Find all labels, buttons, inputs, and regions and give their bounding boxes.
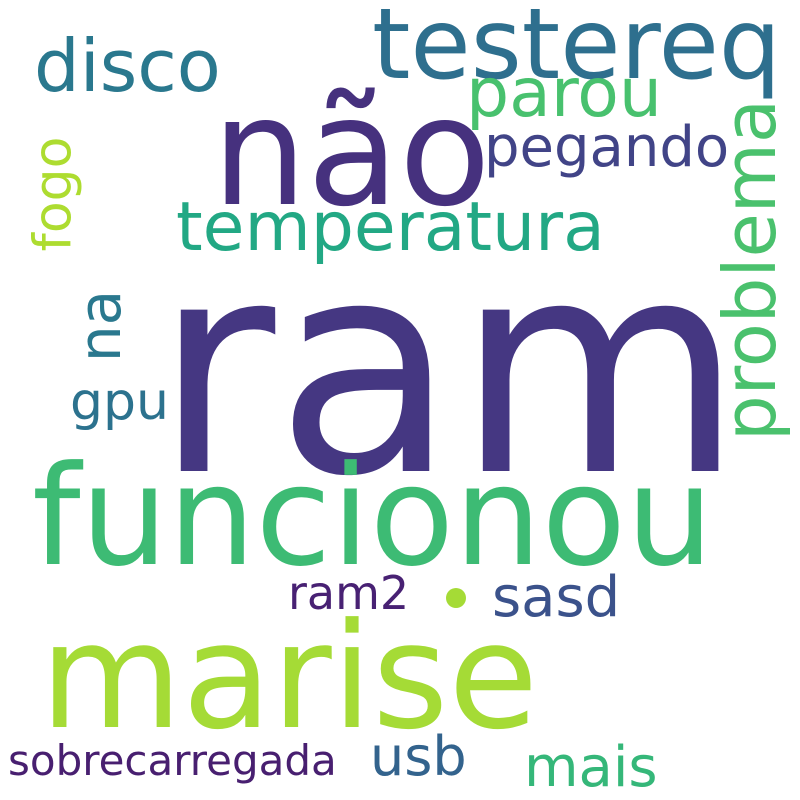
word-na: na xyxy=(66,289,135,363)
dot xyxy=(446,588,466,608)
word-temperatura: temperatura xyxy=(176,188,605,267)
word-nao: não xyxy=(212,66,491,240)
word-sasd: sasd xyxy=(492,565,621,630)
word-funcionou: funcionou xyxy=(32,436,714,597)
word-parou: parou xyxy=(466,54,662,133)
word-usb: usb xyxy=(370,725,467,788)
word-testereq: testereq xyxy=(372,0,782,102)
word-ram2: ram2 xyxy=(288,566,410,620)
word-ram: ram xyxy=(154,197,744,541)
word-pegando: pegando xyxy=(484,115,730,180)
word-gpu: gpu xyxy=(70,372,169,432)
word-fogo: fogo xyxy=(23,136,84,252)
word-marise: marise xyxy=(40,592,539,762)
word-disco: disco xyxy=(34,24,221,108)
word-mais: mais xyxy=(524,735,658,800)
word-sobrecarregada: sobrecarregada xyxy=(8,736,337,785)
